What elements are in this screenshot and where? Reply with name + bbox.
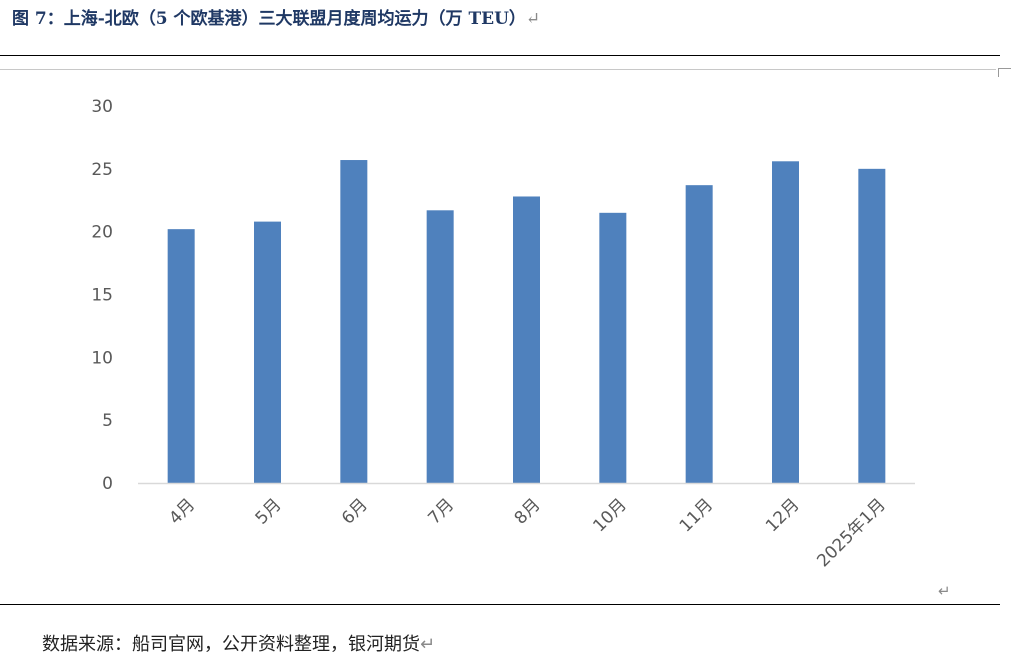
x-tick-label: 10月: [589, 495, 630, 536]
x-axis-ticks: 4月 5月 6月 7月 8月 10月 11月 12月 2025年1月: [165, 495, 889, 571]
y-axis-ticks: 0 5 10 15 20 25 30: [91, 97, 113, 494]
x-tick-label: 11月: [676, 495, 717, 536]
x-tick-label: 4月: [165, 495, 199, 529]
x-tick-label: 8月: [511, 495, 545, 529]
bar: [685, 185, 713, 484]
x-tick-label: 7月: [424, 495, 458, 529]
bar: [254, 221, 281, 483]
y-tick-label: 30: [91, 97, 113, 117]
x-tick-label: 12月: [762, 495, 803, 536]
x-tick-label: 6月: [338, 495, 372, 529]
bar: [513, 196, 540, 484]
y-tick-label: 15: [91, 286, 113, 306]
y-tick-label: 5: [102, 411, 113, 431]
paragraph-mark-icon: ↵: [420, 634, 436, 655]
bar: [599, 212, 627, 484]
corner-mark-icon: [998, 68, 1011, 77]
source-text: 数据来源：船司官网，公开资料整理，银河期货: [42, 634, 420, 655]
bar: [426, 210, 454, 483]
y-tick-label: 10: [91, 348, 113, 368]
paragraph-mark-icon: ↵: [938, 582, 951, 600]
x-tick-label: 2025年1月: [813, 495, 889, 571]
top-rule: [0, 55, 1000, 56]
x-tick-label: 5月: [252, 495, 286, 529]
y-tick-label: 20: [91, 223, 113, 243]
figure-title: 图 7：上海-北欧（5 个欧基港）三大联盟月度周均运力（万 TEU）↵: [12, 4, 540, 29]
bar: [858, 168, 886, 484]
bar: [167, 229, 195, 483]
y-tick-label: 0: [102, 474, 113, 494]
bars: [167, 160, 886, 484]
chart-frame-top: [0, 69, 996, 70]
bar: [772, 161, 799, 483]
source-note: 数据来源：船司官网，公开资料整理，银河期货↵: [42, 630, 435, 656]
bottom-rule: [0, 604, 1000, 605]
y-tick-label: 25: [91, 160, 113, 180]
figure-title-text: 图 7：上海-北欧（5 个欧基港）三大联盟月度周均运力（万 TEU）: [12, 9, 526, 29]
paragraph-mark-icon: ↵: [525, 9, 541, 29]
bar: [340, 160, 368, 483]
bar-chart: 0 5 10 15 20 25 30 4月 5月 6月 7月 8月 10月 11月 12月 2025年1月: [91, 97, 915, 571]
